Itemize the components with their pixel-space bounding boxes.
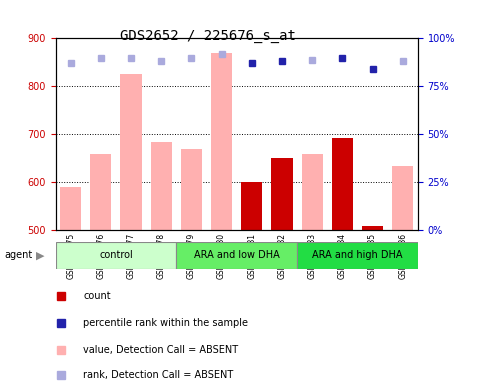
Bar: [90, 154, 112, 230]
Text: ▶: ▶: [36, 250, 45, 260]
Text: agent: agent: [5, 250, 33, 260]
Text: control: control: [99, 250, 133, 260]
Text: value, Detection Call = ABSENT: value, Detection Call = ABSENT: [83, 344, 238, 354]
Bar: [60, 187, 81, 230]
Bar: [120, 74, 142, 230]
Bar: [362, 225, 383, 230]
Bar: [56, 242, 176, 269]
Bar: [271, 158, 293, 230]
Text: percentile rank within the sample: percentile rank within the sample: [83, 318, 248, 328]
Text: ARA and low DHA: ARA and low DHA: [194, 250, 280, 260]
Text: rank, Detection Call = ABSENT: rank, Detection Call = ABSENT: [83, 371, 233, 381]
Bar: [176, 242, 297, 269]
Bar: [332, 138, 353, 230]
Bar: [392, 166, 413, 230]
Bar: [211, 53, 232, 230]
Bar: [241, 182, 262, 230]
Text: GDS2652 / 225676_s_at: GDS2652 / 225676_s_at: [120, 29, 296, 43]
Bar: [297, 242, 418, 269]
Bar: [301, 154, 323, 230]
Bar: [181, 149, 202, 230]
Text: ARA and high DHA: ARA and high DHA: [312, 250, 403, 260]
Text: count: count: [83, 291, 111, 301]
Bar: [151, 142, 172, 230]
